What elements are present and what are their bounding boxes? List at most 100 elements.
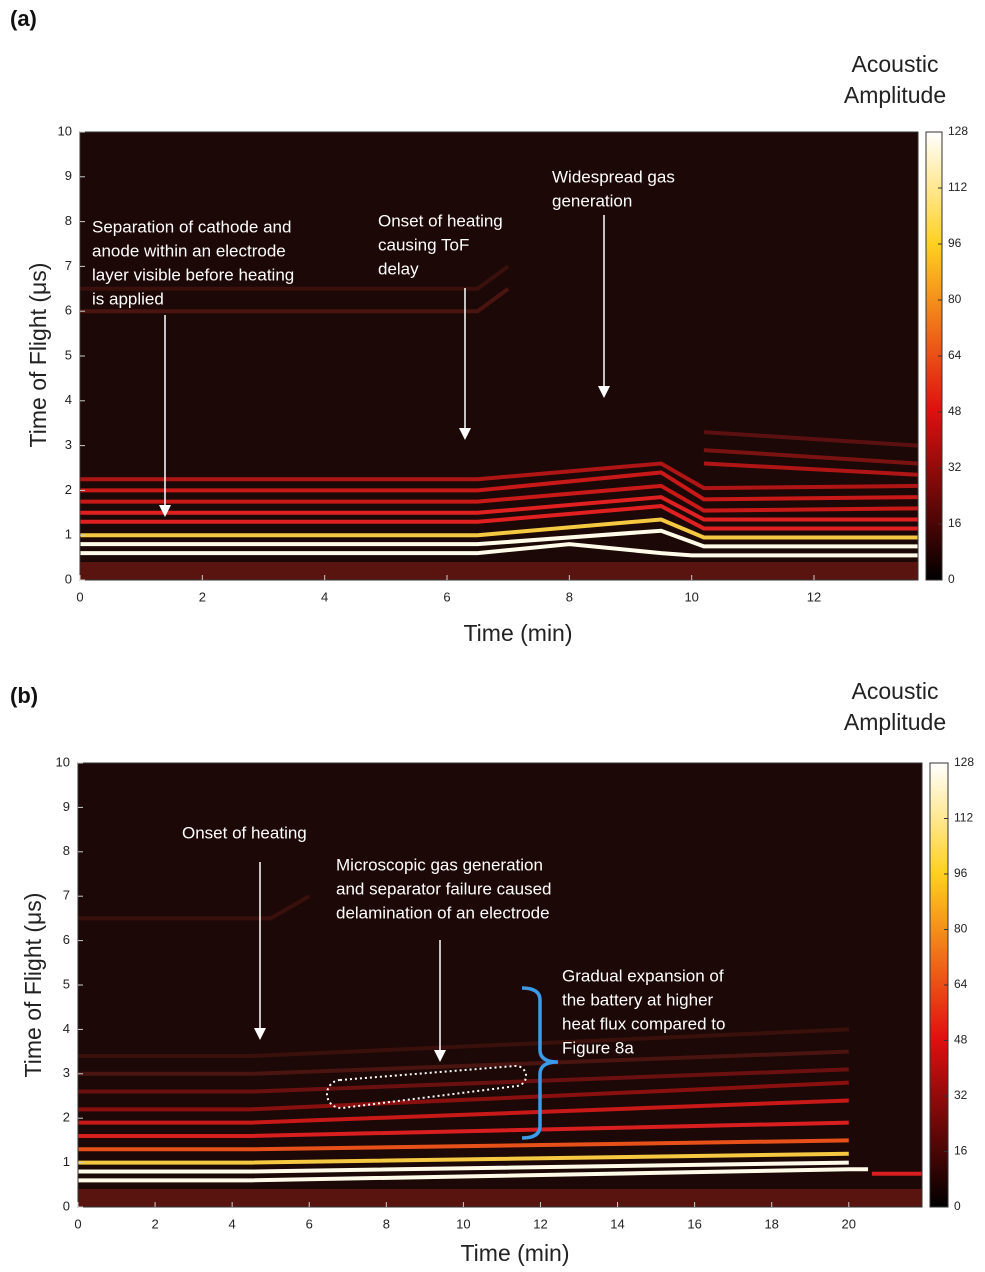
colorbar-tick-label: 16 — [948, 516, 962, 530]
annotation: delamination of an electrode — [336, 903, 550, 922]
trace — [703, 461, 918, 477]
y-tick-label: 0 — [65, 571, 72, 586]
trace — [80, 495, 918, 522]
x-tick-label: 12 — [807, 589, 821, 604]
x-tick-label: 10 — [684, 589, 698, 604]
colorbar-tick-label: 32 — [954, 1088, 968, 1102]
panel-label: (a) — [10, 6, 37, 31]
arrow-head — [598, 386, 610, 398]
y-tick-label: 2 — [65, 482, 72, 497]
trace — [80, 528, 918, 549]
y-tick-label: 10 — [56, 754, 70, 769]
x-tick-label: 10 — [456, 1216, 470, 1231]
colorbar-tick-label: 32 — [948, 460, 962, 474]
y-tick-label: 7 — [65, 258, 72, 273]
colorbar-title: Acoustic Amplitude — [843, 51, 947, 108]
colorbar-title: Acoustic Amplitude — [843, 678, 947, 735]
x-tick-label: 0 — [74, 1216, 81, 1231]
trace — [80, 504, 918, 531]
arrow-head — [159, 505, 171, 517]
trace — [78, 1098, 849, 1125]
annotation: the battery at higher — [562, 990, 714, 1009]
x-tick-label: 8 — [566, 589, 573, 604]
trace — [703, 448, 918, 466]
colorbar-tick-label: 0 — [954, 1199, 961, 1213]
trace — [78, 1080, 849, 1112]
y-tick-label: 4 — [63, 1021, 70, 1036]
colorbar-tick-label: 112 — [954, 811, 973, 825]
colorbar-tick-label: 64 — [948, 348, 962, 362]
x-tick-label: 20 — [842, 1216, 856, 1231]
annotation: and separator failure caused — [336, 879, 551, 898]
annotation: Gradual expansion of — [562, 966, 724, 985]
colorbar-tick-label: 0 — [948, 572, 955, 586]
x-tick-label: 14 — [610, 1216, 624, 1231]
annotation: heat flux compared to — [562, 1014, 725, 1033]
colorbar-tick-label: 64 — [954, 977, 968, 991]
colorbar-tick-label: 112 — [948, 180, 967, 194]
x-tick-label: 4 — [229, 1216, 236, 1231]
annotation: Onset of heating — [378, 211, 503, 230]
y-tick-label: 6 — [63, 932, 70, 947]
y-tick-label: 9 — [65, 168, 72, 183]
y-tick-label: 4 — [65, 392, 72, 407]
y-axis-label: Time of Flight (μs) — [20, 893, 46, 1078]
colorbar-tick-label: 16 — [954, 1144, 968, 1158]
y-tick-label: 2 — [63, 1110, 70, 1125]
trace — [78, 1067, 849, 1094]
colorbar-tick-label: 80 — [948, 292, 962, 306]
trace — [80, 264, 510, 291]
annotation: causing ToF — [378, 235, 469, 254]
annotation: is applied — [92, 289, 164, 308]
annotation: layer visible before heating — [92, 265, 294, 284]
y-tick-label: 1 — [63, 1154, 70, 1169]
x-tick-label: 12 — [533, 1216, 547, 1231]
annotation: Onset of heating — [182, 823, 307, 842]
annotation: anode within an electrode — [92, 241, 286, 260]
x-tick-label: 18 — [764, 1216, 778, 1231]
y-tick-label: 5 — [65, 347, 72, 362]
annotation: delay — [378, 259, 419, 278]
x-tick-label: 6 — [443, 589, 450, 604]
trace — [80, 542, 918, 558]
colorbar-tick-label: 128 — [948, 124, 968, 138]
colorbar-tick-label: 96 — [948, 236, 962, 250]
trace — [80, 287, 510, 314]
y-tick-label: 3 — [65, 437, 72, 452]
y-axis-label: Time of Flight (μs) — [25, 263, 51, 448]
trace — [78, 1160, 849, 1174]
trace — [703, 430, 918, 448]
annotation: Figure 8a — [562, 1038, 634, 1057]
trace — [78, 1049, 849, 1076]
y-tick-label: 7 — [63, 888, 70, 903]
trace — [78, 1120, 849, 1138]
plot-background — [80, 132, 918, 580]
annotation: Microscopic gas generation — [336, 855, 543, 874]
trace — [78, 1027, 849, 1059]
trace — [80, 483, 918, 513]
bottom-band — [80, 562, 918, 580]
x-tick-label: 6 — [306, 1216, 313, 1231]
colorbar-tick-label: 96 — [954, 866, 968, 880]
arrow-head — [254, 1028, 266, 1040]
colorbar-tick-label: 80 — [954, 922, 968, 936]
plot-background — [78, 763, 922, 1207]
y-tick-label: 10 — [58, 123, 72, 138]
trace — [80, 470, 918, 502]
x-tick-label: 2 — [151, 1216, 158, 1231]
y-tick-label: 1 — [65, 527, 72, 542]
annotation: Widespread gas — [552, 167, 675, 186]
x-tick-label: 2 — [199, 589, 206, 604]
y-tick-label: 8 — [65, 213, 72, 228]
y-tick-label: 8 — [63, 843, 70, 858]
x-tick-label: 16 — [687, 1216, 701, 1231]
x-tick-label: 4 — [321, 589, 328, 604]
y-tick-label: 3 — [63, 1065, 70, 1080]
colorbar-tick-label: 128 — [954, 755, 974, 769]
annotation: Separation of cathode and — [92, 217, 291, 236]
trace — [80, 517, 918, 540]
colorbar-tick-label: 48 — [948, 404, 962, 418]
bottom-band — [78, 1189, 922, 1207]
